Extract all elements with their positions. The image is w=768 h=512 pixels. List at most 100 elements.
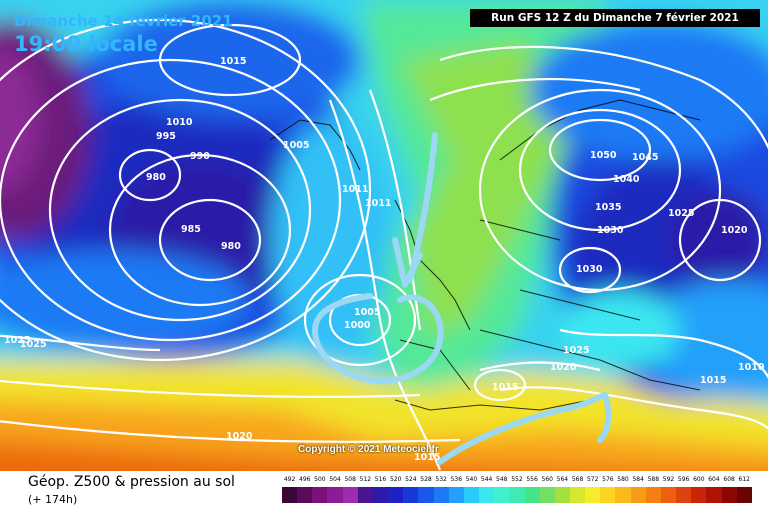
legend-swatch (615, 487, 631, 503)
pressure-label: 1011 (342, 184, 368, 195)
legend-value: 528 (420, 476, 432, 483)
forecast-local-time: 19:00 locale (14, 32, 158, 56)
pressure-label: 1030 (597, 225, 624, 236)
pressure-label: 1050 (590, 150, 617, 161)
legend-swatch (479, 487, 495, 503)
pressure-label: 1030 (576, 264, 603, 275)
pressure-label: 1025 (4, 335, 30, 346)
legend-value: 520 (389, 476, 402, 483)
pressure-label: 980 (221, 241, 241, 252)
pressure-label: 1040 (613, 174, 640, 185)
pressure-label: 1010 (166, 117, 193, 128)
hand-annotation (312, 132, 612, 465)
legend-swatch (312, 487, 328, 503)
legend-swatch (676, 487, 692, 503)
legend-value: 552 (511, 476, 523, 483)
legend-swatch (418, 487, 434, 503)
legend-value: 524 (405, 476, 417, 483)
pressure-label: 1035 (595, 202, 621, 213)
legend-swatch (721, 487, 737, 503)
isobars (0, 18, 768, 471)
legend-value: 548 (496, 476, 508, 483)
legend-value: 496 (299, 476, 311, 483)
legend-swatch (282, 487, 298, 503)
pressure-label: 1000 (344, 320, 371, 331)
pressure-label: 1045 (632, 152, 658, 163)
legend-swatch (509, 487, 525, 503)
legend-swatch (524, 487, 540, 503)
legend-value: 588 (647, 476, 660, 483)
legend-value: 564 (556, 476, 569, 483)
legend-value: 540 (465, 476, 478, 483)
legend-swatch (433, 487, 449, 503)
color-legend: 492 496 500 504 508 512 516 520 524 528 532 536 540 5… (282, 474, 752, 509)
pressure-label: 1015 (414, 452, 440, 463)
pressure-label: 1015 (700, 375, 726, 386)
legend-value: 580 (617, 476, 629, 483)
legend-value: 584 (632, 476, 644, 483)
pressure-label: 985 (181, 224, 201, 235)
legend-value: 600 (693, 476, 705, 483)
legend-labels: 492 496 500 504 508 512 516 520 524 528 532 536 540 5… (282, 474, 752, 485)
pressure-labels: 1015 1010 1005 1000 995 990 980 985 980 … (4, 56, 765, 463)
pressure-label: 1020 (226, 431, 253, 442)
legend-swatch (600, 487, 616, 503)
pressure-label: 1005 (354, 307, 380, 318)
legend-swatch (463, 487, 480, 503)
pressure-label: 1010 (738, 362, 765, 373)
pressure-label: 1020 (550, 362, 577, 373)
legend-value: 568 (571, 476, 584, 483)
legend-swatch (569, 487, 586, 503)
legend-value: 556 (526, 476, 538, 483)
legend-swatch (539, 487, 555, 503)
legend-swatch (297, 487, 313, 503)
pressure-label: 1015 (492, 382, 518, 393)
legend-swatch (554, 487, 570, 503)
geopotential-fill (0, 0, 768, 471)
legend-swatch (357, 487, 373, 503)
legend-swatch (342, 487, 358, 503)
legend-value: 508 (344, 476, 356, 483)
legend-swatch (327, 487, 343, 503)
pressure-label: 1011 (365, 198, 391, 209)
map-title: Géop. Z500 & pression au sol (28, 474, 235, 490)
legend-swatch (388, 487, 404, 503)
pressure-label: 1015 (220, 56, 246, 67)
forecast-date: Dimanche 14 février 2021 (14, 12, 233, 30)
pressure-label: 995 (156, 131, 176, 142)
legend-swatch (372, 487, 389, 503)
pressure-label: 1005 (283, 140, 309, 151)
legend-value: 572 (586, 476, 599, 483)
copyright: Copyright © 2021 Meteociel.fr (298, 444, 439, 455)
legend-value: 544 (480, 476, 493, 483)
legend-value: 576 (602, 476, 614, 483)
legend-value: 612 (738, 476, 750, 483)
legend-value: 596 (677, 476, 690, 483)
legend-swatch (645, 487, 661, 503)
legend-value: 592 (662, 476, 675, 483)
legend-value: 516 (374, 476, 387, 483)
pressure-label: 1025 (563, 345, 589, 356)
legend-bar (282, 487, 752, 503)
footer: Géop. Z500 & pression au sol (+ 174h) 49… (0, 471, 768, 512)
legend-value: 604 (708, 476, 720, 483)
legend-value: 500 (314, 476, 326, 483)
pressure-label: 1020 (721, 225, 748, 236)
legend-value: 608 (723, 476, 735, 483)
legend-swatch (736, 487, 752, 503)
legend-value: 492 (283, 476, 296, 483)
legend-swatch (630, 487, 646, 503)
legend-value: 512 (359, 476, 372, 483)
legend-value: 560 (541, 476, 553, 483)
pressure-label: 980 (146, 172, 166, 183)
pressure-label: 1025 (668, 208, 694, 219)
weather-map: 1015 1010 1005 1000 995 990 980 985 980 … (0, 0, 768, 471)
pressure-label: 990 (190, 151, 210, 162)
forecast-lead: (+ 174h) (28, 493, 78, 506)
legend-swatch (448, 487, 464, 503)
legend-value: 536 (450, 476, 463, 483)
pressure-label: 1025 (20, 339, 46, 350)
legend-swatch (706, 487, 722, 503)
legend-swatch (660, 487, 677, 503)
run-info: Run GFS 12 Z du Dimanche 7 février 2021 (470, 9, 760, 27)
